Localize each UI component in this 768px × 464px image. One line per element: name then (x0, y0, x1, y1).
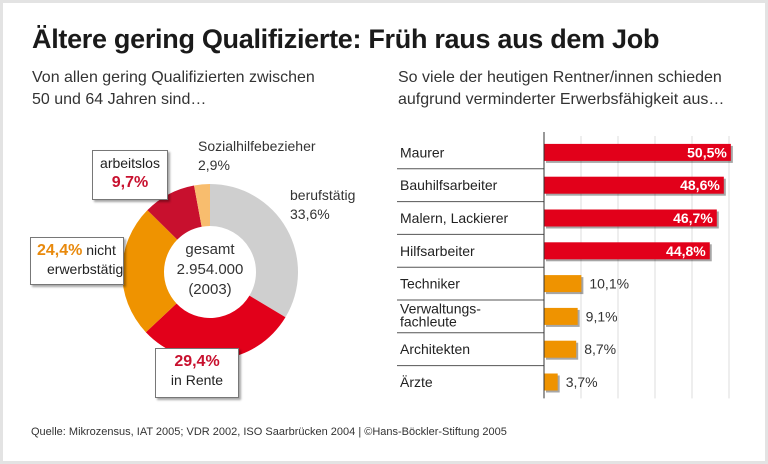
slice-value: 29,4% (174, 353, 220, 370)
center-label-year: (2003) (188, 281, 232, 298)
slice-value: 2,9% (198, 157, 230, 173)
bar-value-label: 8,7% (584, 341, 616, 357)
category-label: Architekten (400, 341, 470, 357)
bar (544, 176, 724, 194)
bar-value-label: 44,8% (666, 243, 706, 259)
category-label: Hilfsarbeiter (400, 243, 475, 259)
bar-value-label: 46,7% (673, 210, 713, 226)
bar-value-label: 50,5% (687, 144, 727, 160)
category-label: Bauhilfsarbeiter (400, 177, 498, 193)
bar (544, 340, 577, 358)
slice-label-nicht-erwerbstaetig: 24,4% nicht erwerbstätig (30, 237, 124, 285)
bar (544, 143, 731, 161)
bar-subtitle-line: aufgrund verminderter Erwerbsfähigkeit a… (398, 91, 725, 108)
page-title: Ältere gering Qualifizierte: Früh raus a… (32, 24, 660, 54)
category-label: Malern, Lackierer (400, 210, 508, 226)
slice-value: 9,7% (111, 174, 149, 191)
slice-value: 33,6% (290, 206, 330, 222)
donut-slice-nicht-erwerbstätig (121, 210, 178, 333)
slice-label-berufstaetig: berufstätig 33,6% (290, 186, 355, 224)
bar (544, 373, 558, 391)
slice-label-arbeitslos: arbeitslos 9,7% (92, 150, 168, 200)
donut-subtitle-line: Von allen gering Qualifizierten zwischen (32, 69, 315, 86)
donut-slice-in-rente (145, 295, 286, 361)
bar-value-label: 10,1% (589, 276, 629, 292)
category-label: Techniker (400, 276, 460, 292)
category-label: Maurer (400, 144, 445, 160)
donut-slice-sozialhilfebezieher (194, 184, 210, 227)
slice-name: berufstätig (290, 187, 356, 203)
donut-center-label: gesamt 2.954.000 (2003) (168, 240, 252, 300)
bar (544, 209, 717, 227)
slice-name: in Rente (170, 372, 224, 388)
slice-label-rente: 29,4% in Rente (155, 348, 239, 398)
bar-subtitle: So viele der heutigen Rentner/innen schi… (398, 67, 724, 111)
bar-value-label: 3,7% (566, 374, 598, 390)
donut-subtitle: Von allen gering Qualifizierten zwischen… (32, 67, 315, 111)
slice-name: arbeitslos (100, 155, 160, 171)
slice-value: 24,4% (37, 242, 83, 259)
bar (544, 242, 710, 260)
donut-slice-berufstätig (210, 184, 299, 318)
donut-subtitle-line: 50 und 64 Jahren sind… (32, 91, 207, 108)
bar (544, 275, 582, 293)
bar-value-label: 48,6% (680, 177, 720, 193)
bar-subtitle-line: So viele der heutigen Rentner/innen schi… (398, 69, 722, 86)
slice-label-sozialhilfe: Sozialhilfebezieher 2,9% (198, 137, 316, 175)
slice-name: nicht (86, 242, 116, 258)
slice-name: erwerbstätig (47, 261, 124, 277)
category-label: Verwaltungs-fachleute (400, 300, 481, 329)
source-footer: Quelle: Mikrozensus, IAT 2005; VDR 2002,… (31, 426, 507, 438)
bar (544, 307, 578, 325)
center-label-line: gesamt (185, 241, 235, 258)
category-label: Ärzte (400, 374, 433, 390)
slice-name: Sozialhilfebezieher (198, 138, 316, 154)
center-label-total: 2.954.000 (176, 261, 244, 278)
bar-value-label: 9,1% (586, 308, 618, 324)
